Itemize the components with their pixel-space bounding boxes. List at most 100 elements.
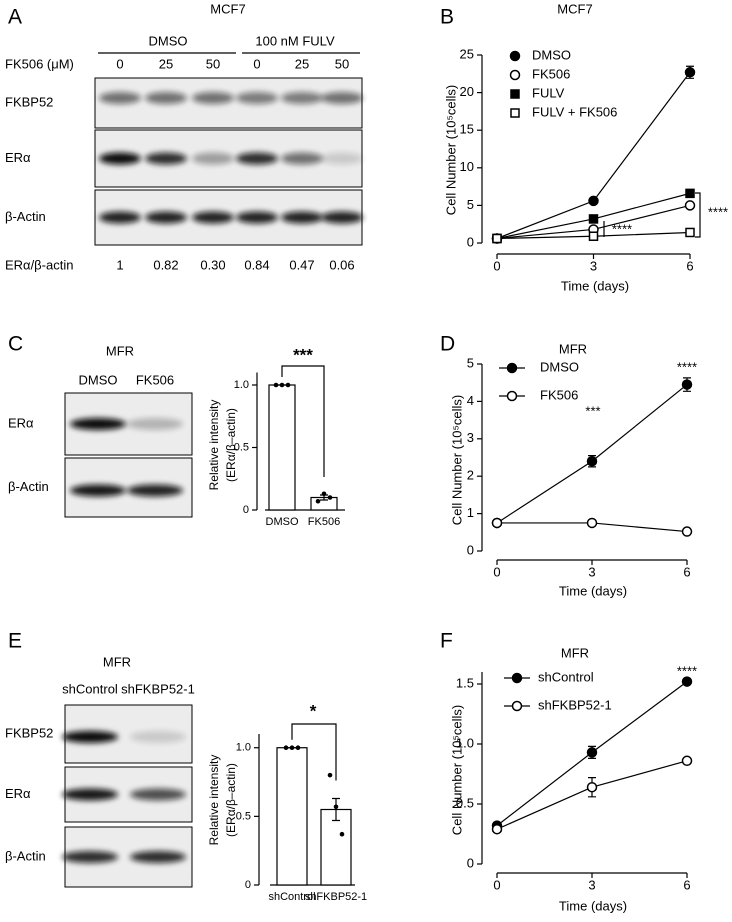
marker	[681, 755, 693, 767]
x-tick-label: 3	[590, 258, 597, 273]
ratio-value: 0.84	[244, 257, 269, 272]
group-label: DMSO	[149, 33, 188, 48]
y-tick-label: 1.0	[234, 379, 249, 391]
ratio-value: 1	[116, 257, 123, 272]
y-axis-label: Relative intensity	[207, 755, 221, 846]
row-label: β-Actin	[8, 479, 49, 494]
band	[192, 92, 234, 104]
lane-label: 25	[295, 56, 309, 71]
y-tick-label: 0	[467, 234, 474, 249]
data-point	[315, 498, 321, 504]
data-point	[333, 804, 339, 810]
ratio-value: 0.30	[200, 257, 225, 272]
band	[130, 851, 186, 863]
row-label: ERα	[8, 415, 34, 430]
legend-label: DMSO	[540, 359, 579, 374]
marker	[586, 781, 598, 793]
legend-label: FULV + FK506	[532, 104, 617, 119]
x-tick-label: 6	[683, 564, 690, 579]
data-point	[273, 382, 279, 388]
significance: ****	[708, 204, 728, 219]
lane-label: 50	[335, 56, 349, 71]
row-label: FKBP52	[5, 94, 53, 109]
band	[236, 152, 278, 165]
band	[62, 730, 118, 743]
significance: ****	[677, 663, 697, 678]
band	[236, 92, 278, 104]
y-tick-label: 1.0	[236, 742, 251, 754]
panel-letter: A	[8, 6, 22, 29]
legend-label: FK506	[532, 66, 570, 81]
ratio-value: 0.47	[289, 257, 314, 272]
y-tick-label: 3	[467, 430, 474, 445]
band	[99, 92, 141, 104]
row-label: β-Actin	[5, 209, 46, 224]
band	[321, 152, 363, 165]
legend-marker	[509, 50, 521, 62]
y-tick-label: 2	[467, 468, 474, 483]
panel-letter: D	[440, 333, 455, 356]
x-tick-label: shControl	[268, 891, 315, 903]
band	[127, 484, 183, 497]
chart-title: MFR	[561, 645, 589, 660]
band	[99, 211, 141, 224]
lane-label: 50	[206, 56, 220, 71]
data-point	[289, 745, 295, 751]
y-axis-label: (ERα/β–actin)	[224, 763, 238, 837]
data-point	[339, 831, 345, 837]
x-tick-label: 6	[686, 258, 693, 273]
band	[145, 92, 187, 104]
y-axis-label: Cell Number (10⁵cells)	[449, 395, 464, 525]
band	[99, 152, 141, 165]
band	[130, 788, 186, 801]
row-label: ERα	[5, 150, 31, 165]
bar	[268, 384, 296, 511]
band	[321, 92, 363, 104]
bar	[276, 747, 308, 886]
marker	[492, 233, 502, 244]
x-tick-label: 0	[493, 258, 500, 273]
marker	[588, 195, 599, 207]
legend-marker	[506, 390, 518, 402]
x-tick-label: 0	[493, 564, 500, 579]
band	[145, 152, 187, 165]
ratio-value: 0.82	[153, 257, 178, 272]
marker	[491, 517, 503, 529]
y-tick-label: 20	[460, 84, 474, 99]
dose-label: FK506 (μM)	[5, 56, 74, 71]
y-axis-label: Relative intensity	[207, 400, 221, 491]
y-tick-label: 10	[460, 159, 474, 174]
marker	[491, 823, 503, 835]
significance-bracket	[281, 365, 325, 477]
x-axis-label: Time (days)	[559, 583, 627, 598]
band	[127, 418, 183, 430]
band	[62, 788, 118, 801]
marker	[681, 676, 693, 687]
y-tick-label: 5	[467, 355, 474, 370]
legend-marker	[510, 108, 520, 118]
blot-title: MCF7	[210, 1, 245, 16]
legend-label: DMSO	[532, 47, 571, 62]
panel-letter: F	[440, 630, 453, 653]
marker	[684, 200, 696, 211]
y-tick-label: 0.5	[456, 795, 474, 810]
ratio-label: ERα/β-actin	[5, 257, 73, 272]
y-tick-label: 25	[460, 46, 474, 61]
row-label: β-Actin	[5, 848, 46, 863]
legend-label: shFKBP52-1	[538, 697, 612, 712]
x-tick-label: 3	[588, 564, 595, 579]
legend-label: FULV	[532, 85, 565, 100]
significance: ****	[677, 359, 697, 374]
y-tick-label: 0.5	[236, 810, 251, 822]
marker	[684, 67, 696, 78]
significance-bracket	[291, 723, 337, 781]
blot-panel	[94, 77, 363, 129]
legend-label: shControl	[538, 669, 594, 684]
chart-title: MCF7	[557, 1, 592, 16]
row-label: ERα	[5, 786, 31, 801]
x-tick-label: 3	[588, 877, 595, 892]
y-tick-label: 4	[467, 393, 474, 408]
band	[70, 484, 126, 497]
error-bar	[332, 797, 340, 822]
